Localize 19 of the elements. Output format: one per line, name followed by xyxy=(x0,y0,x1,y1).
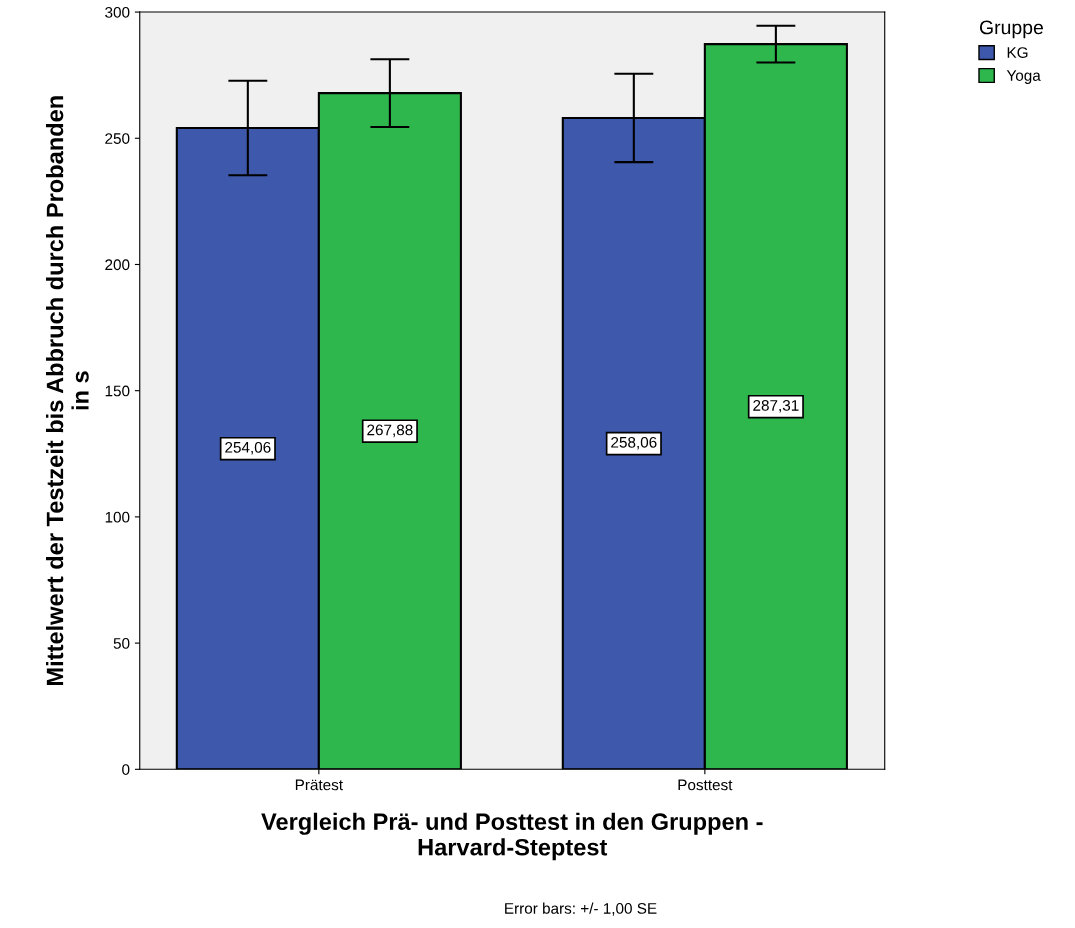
data-label: 258,06 xyxy=(611,436,657,450)
y-tick-label: 200 xyxy=(105,259,130,271)
y-tick-label: 150 xyxy=(105,385,130,397)
y-tick-label: 50 xyxy=(113,637,130,649)
x-tick-label: Posttest xyxy=(678,779,733,791)
legend-label: KG xyxy=(1007,47,1028,59)
data-label: 287,31 xyxy=(753,399,799,413)
y-axis-title: Mittelwert der Testzeit bis Abbruch durch Probanden in s xyxy=(45,96,89,685)
x-axis-title: Vergleich Prä- und Posttest in den Gruppen - Harvard-Steptest xyxy=(261,812,763,861)
legend-label: Yoga xyxy=(1006,70,1041,84)
y-tick-label: 300 xyxy=(105,6,130,18)
y-tick-label: 250 xyxy=(105,133,130,144)
y-tick-label: 0 xyxy=(122,764,130,775)
legend-title: Gruppe xyxy=(979,20,1043,39)
data-label: 254,06 xyxy=(225,441,271,455)
data-label: 267,88 xyxy=(367,424,413,438)
x-tick-label: Prätest xyxy=(295,779,343,791)
y-tick-label: 100 xyxy=(105,511,130,523)
text: Error bars: +/- 1,00 SE xyxy=(505,902,657,916)
